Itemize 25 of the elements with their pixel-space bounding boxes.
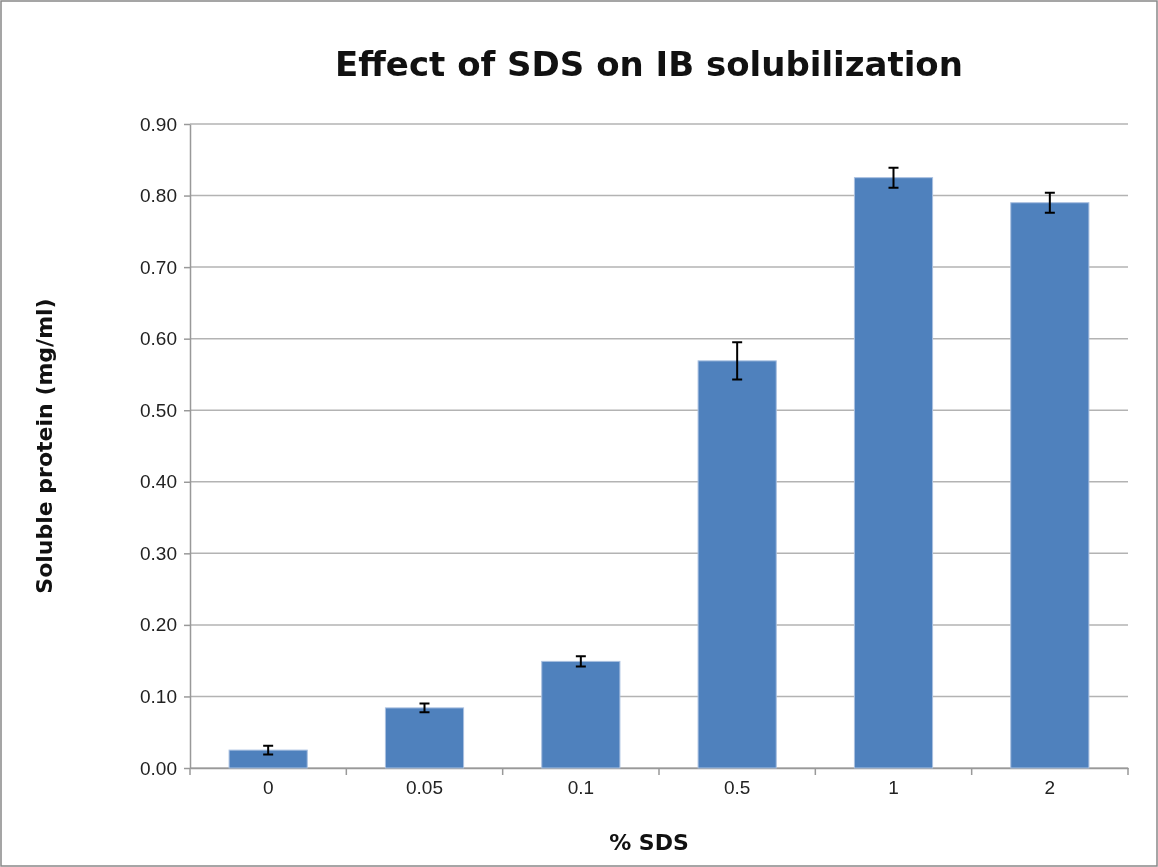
bar bbox=[384, 707, 465, 769]
y-tick-label: 0.50 bbox=[140, 399, 177, 421]
y-tick-label: 0.40 bbox=[140, 471, 177, 493]
y-tick-label: 0.20 bbox=[140, 614, 177, 636]
y-tick-label: 0.30 bbox=[140, 542, 177, 564]
y-tick-label: 0.70 bbox=[140, 256, 177, 278]
y-tick-label: 0.10 bbox=[140, 686, 177, 708]
bar bbox=[1010, 202, 1090, 769]
x-tick-label: 0.05 bbox=[406, 776, 443, 798]
y-axis-title: Soluble protein (mg/ml) bbox=[32, 298, 57, 594]
y-tick-label: 0.90 bbox=[140, 113, 177, 135]
y-tick-label: 0.00 bbox=[140, 757, 177, 779]
bar bbox=[541, 660, 621, 769]
bar bbox=[853, 177, 934, 769]
x-axis-title: % SDS bbox=[609, 830, 689, 855]
x-tick-label: 0.1 bbox=[567, 776, 595, 798]
chart-title: Effect of SDS on IB solubilization bbox=[335, 44, 963, 84]
x-tick-label: 0.5 bbox=[723, 776, 751, 798]
y-tick-label: 0.80 bbox=[140, 185, 177, 207]
x-tick-label: 0 bbox=[262, 776, 274, 798]
x-tick-label: 1 bbox=[888, 776, 899, 798]
bar bbox=[228, 749, 308, 769]
x-tick-label: 2 bbox=[1044, 776, 1056, 798]
bar bbox=[697, 360, 777, 769]
y-tick-label: 0.60 bbox=[140, 328, 177, 350]
